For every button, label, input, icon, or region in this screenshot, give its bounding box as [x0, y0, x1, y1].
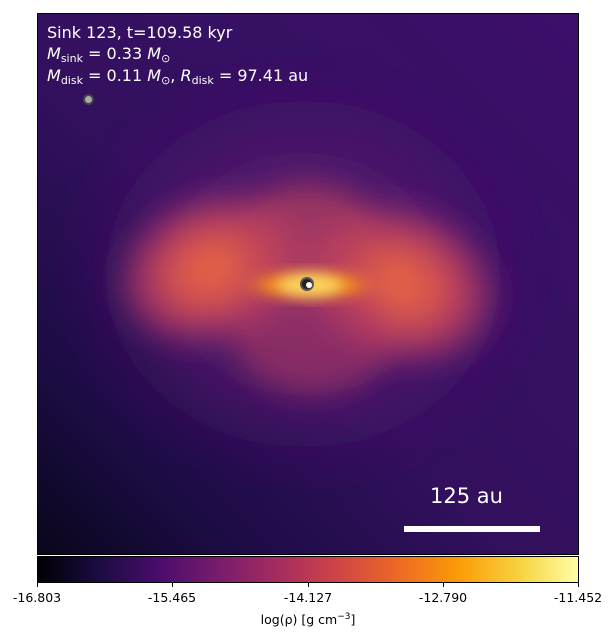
colorbar-tick [37, 583, 38, 587]
sink-time-label: Sink 123, t=109.58 kyr [47, 23, 233, 42]
colorbar-tick [443, 583, 444, 587]
colorbar-label: log(ρ) [g cm−3] [261, 612, 356, 627]
colorbar-label-prefix: log(ρ) [g cm [260, 612, 338, 628]
sink-mass-label: Msink = 0.33 M⊙ [47, 43, 170, 69]
colorbar-tick [172, 583, 173, 587]
colorbar-tick-label: -16.803 [12, 590, 62, 605]
msun-symbol: M [147, 44, 162, 63]
msun-sub: ⊙ [161, 52, 171, 65]
colorbar-tick [578, 583, 579, 587]
density-map: Sink 123, t=109.58 kyr Msink = 0.33 M⊙ M… [37, 13, 579, 555]
central-sink-marker [300, 277, 314, 291]
colorbar-tick-label: -11.452 [553, 590, 603, 605]
rdisk-value: = 97.41 au [218, 66, 309, 85]
colorbar-tick-label: -14.127 [283, 590, 333, 605]
mdisk-sub: disk [60, 74, 83, 87]
msink-sub: sink [60, 52, 83, 65]
colorbar-label-suffix: ] [350, 612, 356, 628]
msink-symbol: M [47, 44, 61, 63]
msun-symbol-2: M [147, 66, 162, 85]
mdisk-symbol: M [47, 66, 61, 85]
colorbar [37, 556, 579, 583]
colorbar-tick-label: -15.465 [147, 590, 197, 605]
scale-bar [404, 526, 540, 532]
mdisk-value: = 0.11 [88, 66, 143, 85]
colorbar-tick-label: -12.790 [418, 590, 468, 605]
disk-label: Mdisk = 0.11 M⊙, Rdisk = 97.41 au [47, 66, 309, 87]
companion-sink-marker [83, 94, 94, 105]
msink-value: = 0.33 [88, 44, 143, 63]
rdisk-symbol: R [180, 66, 192, 85]
msun-sub-2: ⊙ [161, 74, 171, 87]
scale-bar-label: 125 au [430, 484, 503, 508]
density-image [38, 14, 578, 554]
rdisk-sub: disk [191, 74, 214, 87]
colorbar-label-exponent: −3 [337, 612, 351, 622]
colorbar-tick [308, 583, 309, 587]
